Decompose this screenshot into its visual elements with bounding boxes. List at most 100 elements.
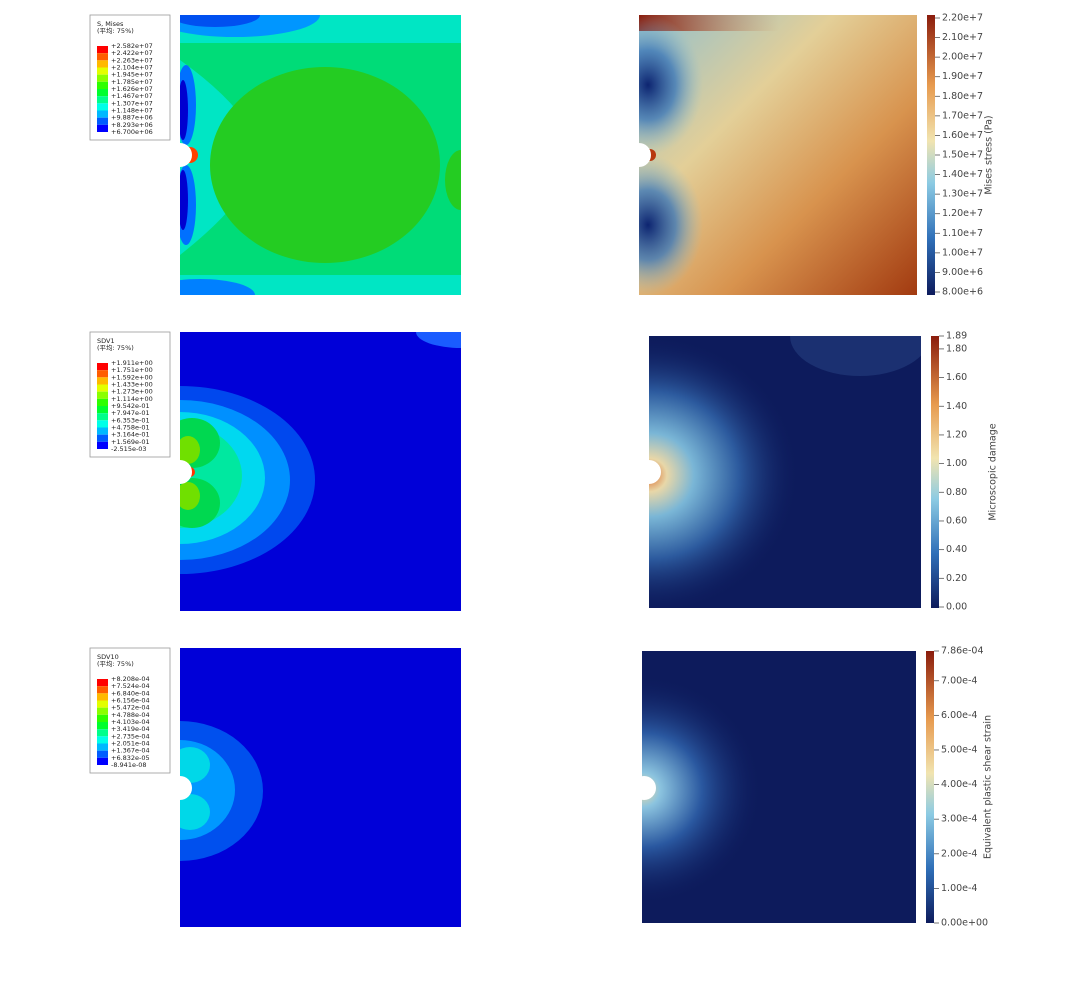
hole <box>168 460 192 484</box>
legend-swatch <box>97 53 108 61</box>
legend-title: SDV1 <box>97 337 115 345</box>
legend-swatch <box>97 743 108 751</box>
legend-level: +6.840e-04 <box>111 689 150 697</box>
legend-swatch <box>97 117 108 125</box>
legend-level: +6.832e-05 <box>111 754 150 762</box>
field-plot <box>649 336 921 608</box>
colorbar-tick-label: 1.00e-4 <box>941 883 977 894</box>
colorbar-tick-label: 0.60 <box>946 515 967 526</box>
colorbar-tick-label: 1.50e+7 <box>942 150 983 161</box>
colorbar-tick-label: 1.90e+7 <box>942 71 983 82</box>
colorbar-tick-label: 1.30e+7 <box>942 189 983 200</box>
colorbar-tick-label: 0.80 <box>946 487 967 498</box>
legend-swatch <box>97 67 108 75</box>
legend-level: +1.911e+00 <box>111 359 153 367</box>
colorbar-tick-label: 0.40 <box>946 544 967 555</box>
legend-level: +1.307e+07 <box>111 99 153 107</box>
colorbar-title: Microscopic damage <box>988 423 999 520</box>
contour-plot <box>180 15 461 295</box>
colorbar-tick-label: 2.20e+7 <box>942 13 983 24</box>
legend-swatch <box>97 370 108 378</box>
legend-level: +5.472e-04 <box>111 704 150 712</box>
legend-swatch <box>97 686 108 694</box>
legend-level: +4.103e-04 <box>111 718 150 726</box>
colorbar-tick-label: 4.00e-4 <box>941 779 977 790</box>
legend-level: -2.515e-03 <box>111 445 147 453</box>
field-plot <box>642 651 916 923</box>
legend-title: SDV10 <box>97 653 119 661</box>
legend-swatch <box>97 96 108 104</box>
colorbar-title: Equivalent plastic shear strain <box>983 715 994 859</box>
colorbar-tick-label: 1.70e+7 <box>942 110 983 121</box>
colorbar-tick-label: 1.10e+7 <box>942 228 983 239</box>
colorbar <box>926 651 934 923</box>
legend-level: +1.467e+07 <box>111 92 153 100</box>
legend-level: +1.785e+07 <box>111 78 153 86</box>
legend-level: +1.945e+07 <box>111 71 153 79</box>
legend-swatch <box>97 46 108 54</box>
legend-swatch <box>97 363 108 371</box>
colorbar-tick-label: 1.80e+7 <box>942 91 983 102</box>
legend-swatch <box>97 441 108 449</box>
colorbar-tick-label: 1.00 <box>946 458 967 469</box>
colorbar-tick-label: 1.00e+7 <box>942 247 983 258</box>
legend-subtitle: (平均: 75%) <box>97 659 134 668</box>
colorbar-tick-label: 7.86e-04 <box>941 646 984 657</box>
contour-plot <box>180 648 461 927</box>
colorbar-tick-label: 2.00e+7 <box>942 52 983 63</box>
legend-level: +1.273e+00 <box>111 388 153 396</box>
colorbar <box>931 336 939 608</box>
colorbar-tick-label: 0.00e+00 <box>941 918 988 929</box>
legend-level: +9.542e-01 <box>111 402 150 410</box>
hole <box>168 143 192 167</box>
legend-level: +2.735e-04 <box>111 732 150 740</box>
hole <box>637 460 661 484</box>
legend-level: +2.422e+07 <box>111 49 153 57</box>
legend-level: +2.104e+07 <box>111 64 153 72</box>
legend-swatch <box>97 406 108 414</box>
colorbar-title: Mises stress (Pa) <box>984 115 995 194</box>
colorbar-tick-label: 1.20e+7 <box>942 208 983 219</box>
contour-plot <box>180 332 461 611</box>
colorbar-tick-label: 2.10e+7 <box>942 32 983 43</box>
legend-swatch <box>97 679 108 687</box>
legend-swatch <box>97 103 108 111</box>
legend-level: -8.941e-08 <box>111 761 147 769</box>
legend-swatch <box>97 81 108 89</box>
legend-swatch <box>97 750 108 758</box>
colorbar-tick-label: 1.40e+7 <box>942 169 983 180</box>
colorbar-tick-label: 1.20 <box>946 429 967 440</box>
legend-level: +7.947e-01 <box>111 409 150 417</box>
legend-swatch <box>97 384 108 392</box>
legend-swatch <box>97 693 108 701</box>
legend-swatch <box>97 434 108 442</box>
colorbar-tick-label: 1.80 <box>946 343 967 354</box>
legend-level: +4.788e-04 <box>111 711 150 719</box>
legend-level: +1.569e-01 <box>111 438 150 446</box>
legend-level: +3.164e-01 <box>111 431 150 439</box>
legend-level: +1.626e+07 <box>111 85 153 93</box>
colorbar-tick-label: 5.00e-4 <box>941 744 977 755</box>
legend-level: +2.582e+07 <box>111 42 153 50</box>
colorbar-tick-label: 2.00e-4 <box>941 848 977 859</box>
legend-swatch <box>97 757 108 765</box>
legend-level: +1.148e+07 <box>111 107 153 115</box>
legend-level: +7.524e-04 <box>111 682 150 690</box>
legend-level: +6.700e+06 <box>111 128 153 136</box>
legend-level: +1.592e+00 <box>111 373 153 381</box>
legend-swatch <box>97 420 108 428</box>
legend-swatch <box>97 700 108 708</box>
hole <box>627 143 651 167</box>
legend-swatch <box>97 427 108 435</box>
colorbar-tick-label: 3.00e-4 <box>941 814 977 825</box>
legend-level: +1.367e-04 <box>111 747 150 755</box>
legend-subtitle: (平均: 75%) <box>97 26 134 35</box>
hole <box>168 776 192 800</box>
legend-level: +2.263e+07 <box>111 56 153 64</box>
legend-swatch <box>97 377 108 385</box>
legend-swatch <box>97 110 108 118</box>
legend-level: +2.051e-04 <box>111 740 150 748</box>
legend-swatch <box>97 729 108 737</box>
legend-swatch <box>97 124 108 132</box>
